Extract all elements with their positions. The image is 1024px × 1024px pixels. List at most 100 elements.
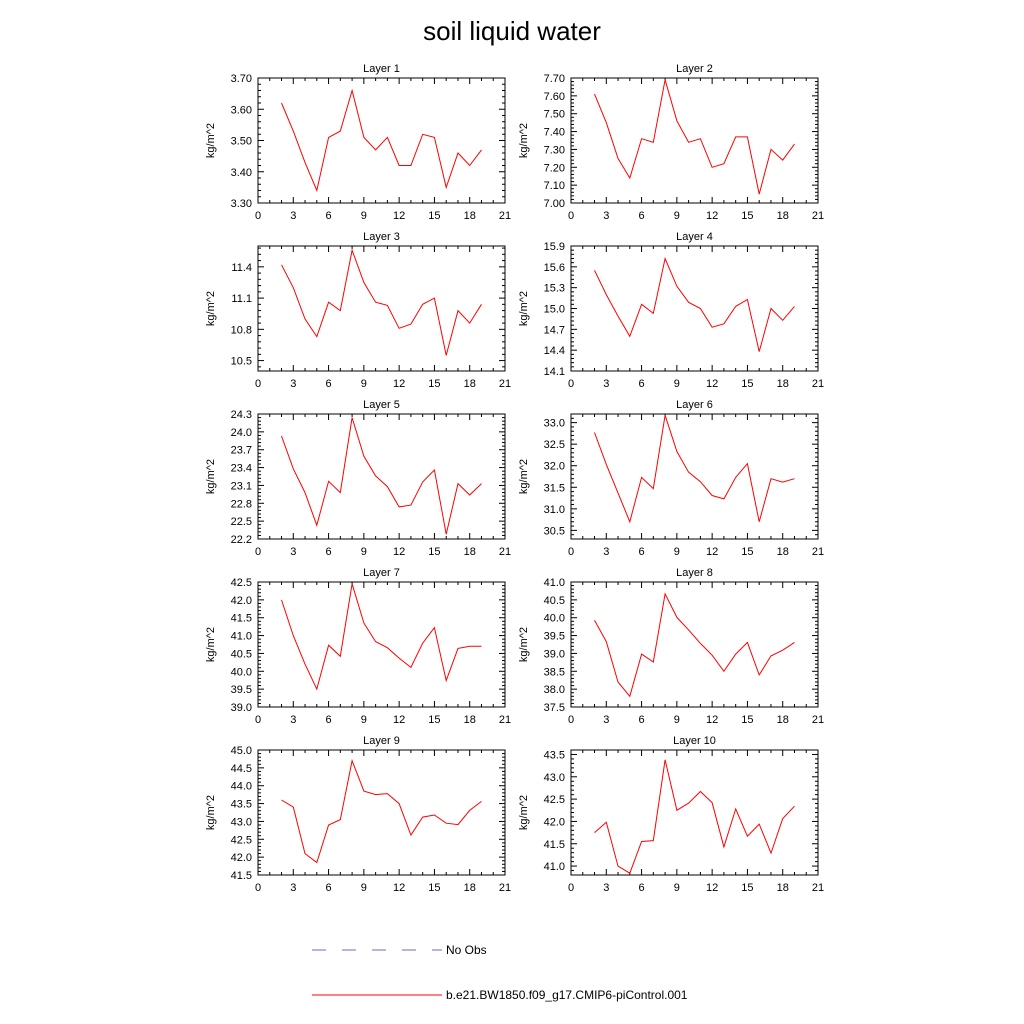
x-tick-label: 12 xyxy=(706,882,718,894)
x-tick-label: 18 xyxy=(464,714,476,726)
y-tick-label: 22.2 xyxy=(231,534,252,546)
x-tick-label: 9 xyxy=(361,546,367,558)
x-tick-label: 0 xyxy=(568,714,574,726)
x-tick-label: 15 xyxy=(428,378,440,390)
x-tick-label: 9 xyxy=(361,378,367,390)
y-tick-label: 44.0 xyxy=(231,781,252,793)
x-tick-label: 6 xyxy=(639,882,645,894)
y-tick-label: 38.5 xyxy=(544,666,565,678)
panel-title: Layer 8 xyxy=(676,567,713,579)
x-tick-label: 0 xyxy=(568,546,574,558)
y-tick-label: 41.0 xyxy=(544,577,565,589)
x-tick-label: 18 xyxy=(777,882,789,894)
plot-frame xyxy=(257,581,506,708)
x-tick-label: 21 xyxy=(812,546,824,558)
y-tick-label: 15.9 xyxy=(544,241,565,253)
plot-frame xyxy=(257,245,506,372)
plot-frame xyxy=(257,413,506,540)
y-tick-label: 33.0 xyxy=(544,418,565,430)
plot-frame xyxy=(570,245,819,372)
y-axis-label: kg/m^2 xyxy=(518,459,530,494)
y-tick-label: 7.60 xyxy=(544,91,565,103)
x-tick-label: 0 xyxy=(568,882,574,894)
plot-frame xyxy=(570,77,819,204)
y-tick-label: 24.3 xyxy=(231,409,252,421)
y-tick-label: 23.7 xyxy=(231,445,252,457)
x-tick-label: 15 xyxy=(741,546,753,558)
x-tick-label: 15 xyxy=(741,378,753,390)
x-tick-label: 12 xyxy=(393,714,405,726)
y-tick-label: 23.4 xyxy=(231,463,252,475)
x-tick-label: 6 xyxy=(639,714,645,726)
y-tick-label: 7.00 xyxy=(544,198,565,210)
x-tick-label: 18 xyxy=(464,882,476,894)
x-tick-label: 21 xyxy=(812,714,824,726)
legend: No Obs b.e21.BW1850.f09_g17.CMIP6-piContr… xyxy=(312,943,688,1002)
x-tick-label: 3 xyxy=(603,210,609,222)
y-tick-label: 14.1 xyxy=(544,366,565,378)
x-tick-label: 3 xyxy=(290,714,296,726)
y-tick-label: 32.5 xyxy=(544,439,565,451)
series-line xyxy=(594,415,795,524)
x-tick-label: 3 xyxy=(603,714,609,726)
x-tick-label: 6 xyxy=(639,378,645,390)
panel-layer-4: Layer 4 0 3 6 9 12 15 18 21 14.1 14.4 14.7 15.0 15.3 1… xyxy=(518,231,824,390)
y-tick-label: 40.0 xyxy=(231,666,252,678)
x-tick-label: 6 xyxy=(639,546,645,558)
y-tick-label: 41.5 xyxy=(544,839,565,851)
y-axis-label: kg/m^2 xyxy=(205,291,217,326)
x-tick-label: 6 xyxy=(326,546,332,558)
y-tick-label: 38.0 xyxy=(544,684,565,696)
x-tick-label: 9 xyxy=(674,378,680,390)
y-tick-label: 31.0 xyxy=(544,504,565,516)
panel-layer-10: Layer 10 0 3 6 9 12 15 18 21 41.0 41.5 42.0 42.5 43.0… xyxy=(518,735,824,894)
y-axis-label: kg/m^2 xyxy=(205,123,217,158)
x-tick-label: 12 xyxy=(393,378,405,390)
y-tick-label: 41.0 xyxy=(231,631,252,643)
y-tick-label: 3.40 xyxy=(231,167,252,179)
y-tick-label: 32.0 xyxy=(544,461,565,473)
panel-title: Layer 9 xyxy=(363,735,400,747)
y-tick-label: 39.5 xyxy=(544,631,565,643)
y-tick-label: 43.5 xyxy=(544,749,565,761)
x-tick-label: 21 xyxy=(499,210,511,222)
x-tick-label: 9 xyxy=(361,714,367,726)
x-tick-label: 12 xyxy=(393,210,405,222)
y-tick-label: 24.0 xyxy=(231,427,252,439)
y-tick-label: 14.4 xyxy=(544,345,565,357)
y-tick-label: 45.0 xyxy=(231,745,252,757)
x-tick-label: 6 xyxy=(326,714,332,726)
panel-title: Layer 7 xyxy=(363,567,400,579)
x-tick-label: 3 xyxy=(290,378,296,390)
x-tick-label: 15 xyxy=(741,210,753,222)
x-tick-label: 12 xyxy=(393,882,405,894)
x-tick-label: 15 xyxy=(741,882,753,894)
x-tick-label: 18 xyxy=(464,210,476,222)
panel-layer-6: Layer 6 0 3 6 9 12 15 18 21 30.5 31.0 31.5 32.0 32.5 3… xyxy=(518,399,824,558)
x-tick-label: 15 xyxy=(741,714,753,726)
y-tick-label: 43.0 xyxy=(231,816,252,828)
y-tick-label: 3.70 xyxy=(231,73,252,85)
series-line xyxy=(594,79,795,195)
y-tick-label: 44.5 xyxy=(231,763,252,775)
x-tick-label: 6 xyxy=(326,378,332,390)
y-tick-label: 31.5 xyxy=(544,482,565,494)
y-tick-label: 7.10 xyxy=(544,180,565,192)
panel-title: Layer 10 xyxy=(673,735,716,747)
x-tick-label: 18 xyxy=(777,210,789,222)
legend-entry: b.e21.BW1850.f09_g17.CMIP6-piControl.001 xyxy=(312,988,688,1002)
y-tick-label: 15.3 xyxy=(544,283,565,295)
y-tick-label: 41.5 xyxy=(231,870,252,882)
plot-frame xyxy=(570,413,819,540)
y-tick-label: 42.0 xyxy=(544,816,565,828)
panel-layer-9: Layer 9 0 3 6 9 12 15 18 21 41.5 42.0 42.5 43.0 43.5 4… xyxy=(205,735,511,894)
x-tick-label: 18 xyxy=(464,546,476,558)
x-tick-label: 12 xyxy=(706,546,718,558)
y-tick-label: 3.60 xyxy=(231,104,252,116)
x-tick-label: 0 xyxy=(255,714,261,726)
x-tick-label: 21 xyxy=(499,714,511,726)
x-tick-label: 18 xyxy=(464,378,476,390)
series-line xyxy=(281,417,482,535)
x-tick-label: 15 xyxy=(428,210,440,222)
series-line xyxy=(281,88,482,193)
